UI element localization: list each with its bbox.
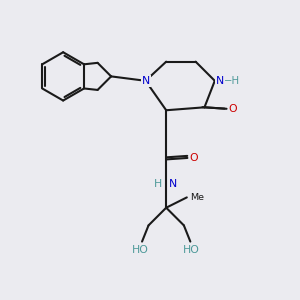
- Text: H: H: [154, 178, 162, 189]
- Text: HO: HO: [132, 245, 149, 255]
- Text: Me: Me: [190, 193, 204, 202]
- Text: N: N: [169, 178, 177, 189]
- Text: O: O: [229, 104, 237, 114]
- Text: −H: −H: [224, 76, 240, 86]
- Text: O: O: [190, 153, 198, 163]
- Text: N: N: [216, 76, 224, 86]
- Text: N: N: [142, 76, 150, 86]
- Text: HO: HO: [183, 245, 200, 255]
